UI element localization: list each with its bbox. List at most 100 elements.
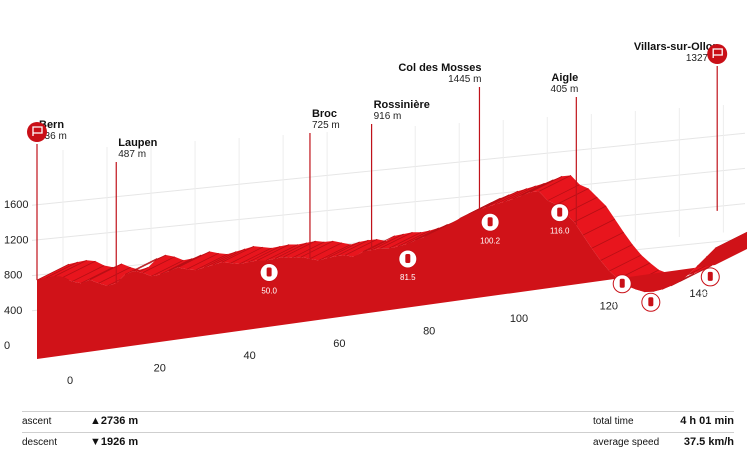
place-altitude: 536 m: [39, 131, 67, 142]
profile-ridge-line: [521, 179, 554, 197]
profile-ridge-line: [256, 244, 290, 261]
y-tick-label: 0: [4, 340, 10, 352]
profile-solid: [36, 175, 748, 359]
x-tick-label: 140: [689, 288, 707, 300]
place-altitude: 1327 m: [686, 53, 719, 64]
place-name: Col des Mosses: [398, 62, 481, 74]
stats-row-ascent: ascent ▲2736 m total time 4 h 01 min: [22, 411, 734, 432]
stage-stats: ascent ▲2736 m total time 4 h 01 min des…: [22, 411, 734, 453]
profile-right-face: [715, 232, 747, 265]
profile-ridge-line: [565, 196, 598, 214]
profile-ridge-line: [477, 194, 510, 211]
water-bottle-icon-glyph: [405, 253, 411, 263]
profile-ridge-line: [72, 265, 105, 282]
ascent-value: ▲2736 m: [90, 415, 139, 427]
place-name: Villars-sur-Ollon: [634, 41, 720, 53]
profile-ridge-line: [371, 233, 404, 251]
profile-ridge-line: [292, 241, 325, 259]
waypoint-km-label: 116.0: [550, 227, 570, 236]
cyclist-icon-glyph: [487, 217, 493, 227]
average-speed-value: 37.5 km/h: [683, 436, 734, 448]
place-altitude: 405 m: [551, 84, 579, 95]
start-flag-icon: [27, 122, 47, 142]
profile-ridge-line: [582, 218, 616, 236]
mountain-icon-glyph: [707, 271, 713, 281]
profile-ridge-line: [397, 230, 431, 247]
place-name: Laupen: [118, 137, 157, 149]
profile-ridge-line: [239, 247, 272, 265]
place-name: Aigle: [551, 72, 578, 84]
place-altitude: 916 m: [374, 111, 402, 122]
y-tick-label: 1200: [4, 234, 28, 246]
waypoint-km-label: 130.2: [612, 298, 633, 307]
profile-ridge-line: [177, 251, 211, 268]
profile-ridge-line: [204, 251, 237, 268]
profile-ridge-line: [679, 265, 712, 282]
place-altitude: 725 m: [312, 120, 340, 131]
profile-ridge-line: [195, 253, 228, 271]
profile-ridge-line: [212, 248, 246, 266]
profile-ridge-line: [600, 244, 633, 261]
x-tick-label: 100: [510, 313, 528, 325]
profile-ridge-line: [45, 261, 78, 279]
profile-ridge-line: [186, 252, 219, 270]
y-tick-label: 800: [4, 270, 22, 282]
start-flag-icon: [32, 126, 43, 136]
total-time-value: 4 h 01 min: [680, 415, 734, 427]
chart-axes: 0 400 800 1200 1600 0 20 40 60 80 100 120 140: [4, 199, 708, 387]
x-tick-label: 0: [67, 375, 73, 387]
profile-ridge-line: [468, 197, 501, 215]
profile-ridge-line: [300, 240, 334, 258]
mountain-icon-glyph: [557, 207, 563, 217]
waypoint-km-label: 150.2: [700, 291, 721, 300]
profile-front-face: [37, 191, 715, 359]
profile-ridge-line: [151, 259, 184, 277]
y-tick-label: 1600: [4, 199, 28, 211]
profile-ridge-line: [98, 266, 131, 284]
profile-ridge-line: [503, 185, 536, 203]
profile-ridge-line: [309, 242, 343, 260]
profile-ridge-line: [538, 175, 572, 192]
profile-ridge-line: [265, 244, 299, 261]
stats-row-descent: descent ▼1926 m average speed 37.5 km/h: [22, 432, 734, 453]
waypoint-km-label: 100.2: [480, 236, 501, 245]
ascent-label: ascent: [22, 416, 52, 427]
place-altitude: 487 m: [118, 149, 146, 160]
profile-ridge-line: [54, 259, 87, 277]
profile-ridge-line: [494, 188, 528, 205]
waypoint-markers: 50.0 81.5 100.2 116.0 130.2 136.7 150.2: [259, 203, 721, 325]
profile-ridge-line: [485, 190, 519, 208]
profile-ridge-line: [591, 231, 624, 249]
cyclist-icon-glyph: [648, 297, 654, 307]
x-tick-label: 120: [600, 301, 618, 313]
waypoint-km-label: 50.0: [261, 287, 277, 296]
profile-ridge-line: [230, 246, 263, 264]
water-bottle-icon-glyph: [266, 267, 272, 277]
profile-ridge-line: [609, 254, 642, 272]
profile-ridge-line: [221, 245, 255, 263]
profile-ridge-line: [573, 205, 607, 223]
y-tick-label: 400: [4, 305, 22, 317]
descent-value: ▼1926 m: [90, 436, 139, 448]
x-tick-label: 40: [243, 350, 255, 362]
total-time-label: total time: [593, 416, 634, 427]
profile-ridge-line: [529, 175, 563, 193]
profile-ridge-line: [142, 256, 175, 274]
place-name: Rossinière: [374, 99, 430, 111]
average-speed-label: average speed: [593, 437, 660, 448]
profile-ridge-line: [389, 231, 422, 249]
place-altitude: 1445 m: [448, 74, 481, 85]
bottle-feed-icon-glyph: [619, 278, 625, 288]
profile-ridge-line: [415, 224, 448, 241]
profile-ridge-line: [63, 260, 96, 278]
x-tick-label: 20: [154, 363, 166, 375]
x-tick-label: 60: [333, 338, 345, 350]
profile-ridge-line: [318, 244, 351, 261]
profile-ridge-line: [380, 231, 413, 249]
place-name: Broc: [312, 108, 337, 120]
profile-ridge-line: [547, 184, 580, 201]
profile-ridge-line: [406, 227, 439, 245]
profile-ridge-line: [512, 182, 545, 200]
profile-top-surface: [37, 175, 747, 292]
